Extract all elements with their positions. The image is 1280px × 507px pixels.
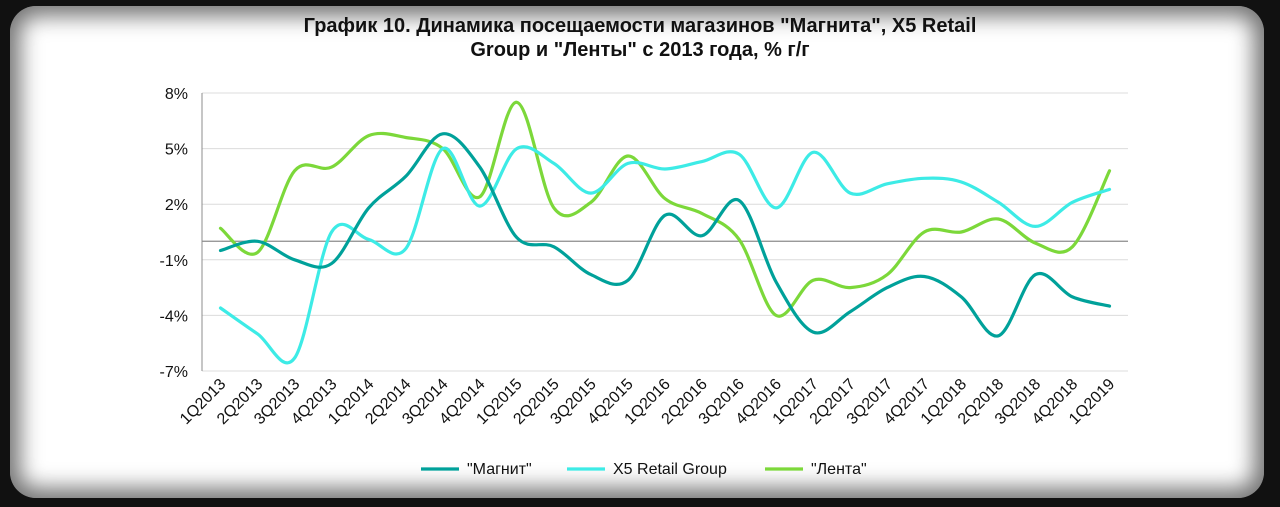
chart-title-line-2: Group и "Ленты" с 2013 года, % г/г xyxy=(470,39,810,61)
legend-item-lenta: "Лента" xyxy=(765,461,867,478)
legend-label: "Лента" xyxy=(811,461,867,478)
x-tick-labels: 1Q20132Q20133Q20134Q20131Q20142Q20143Q20… xyxy=(177,376,1118,428)
legend-label: "Магнит" xyxy=(467,461,532,478)
y-tick-label: -1% xyxy=(160,253,188,270)
y-tick-label: -7% xyxy=(160,364,188,381)
series-line-magnit xyxy=(218,132,1112,338)
legend-label: X5 Retail Group xyxy=(613,461,727,478)
y-tick-labels: 8% 5% 2% -1% -4% -7% xyxy=(160,86,188,381)
series-line-x5 xyxy=(218,145,1112,365)
y-tick-label: -4% xyxy=(160,308,188,325)
y-tick-label: 8% xyxy=(165,86,188,103)
grid-layer xyxy=(202,92,1128,372)
legend: "Магнит" X5 Retail Group "Лента" xyxy=(421,461,867,478)
legend-item-magnit: "Магнит" xyxy=(421,461,532,478)
chart-title-line-1: График 10. Динамика посещаемости магазин… xyxy=(303,15,977,37)
y-tick-label: 2% xyxy=(165,197,188,214)
series-line-lenta xyxy=(218,100,1112,318)
chart-title: График 10. Динамика посещаемости магазин… xyxy=(0,14,1280,62)
series-layer xyxy=(218,100,1112,365)
axis-layer xyxy=(201,93,1128,371)
legend-item-x5: X5 Retail Group xyxy=(567,461,727,478)
y-tick-label: 5% xyxy=(165,142,188,159)
